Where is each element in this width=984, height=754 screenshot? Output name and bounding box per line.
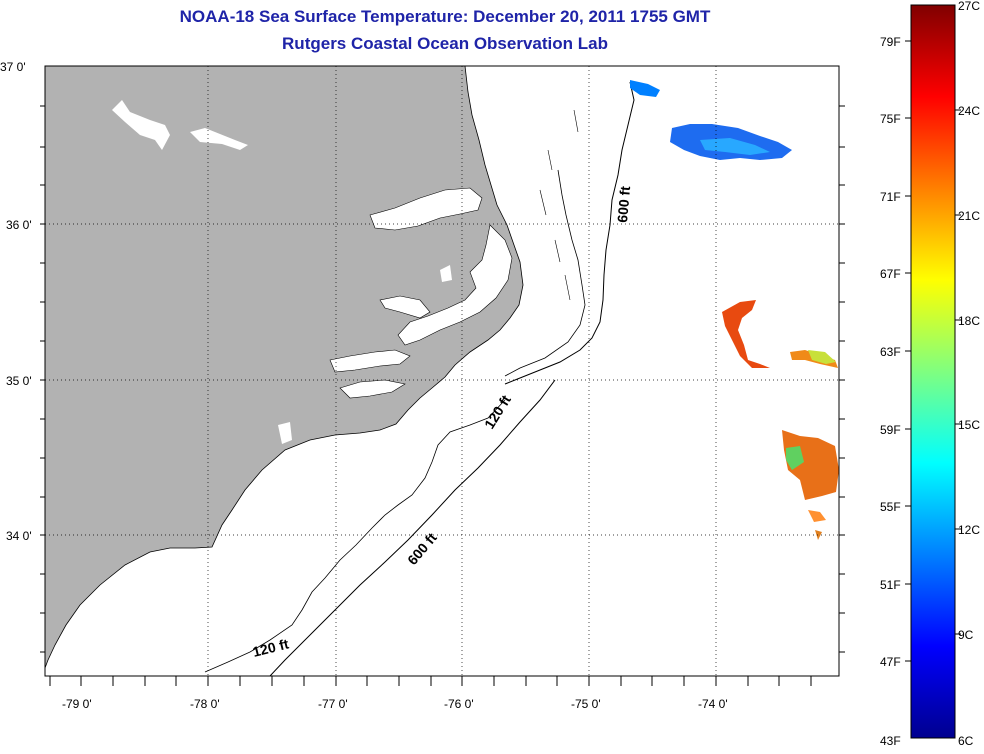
contour-120ft-north bbox=[504, 169, 586, 377]
inland-lake-1 bbox=[112, 100, 170, 150]
bogue-sound bbox=[339, 379, 406, 399]
colorbar-c-6: 6C bbox=[958, 734, 974, 748]
pamlico-river bbox=[379, 295, 431, 319]
colorbar-c-9: 9C bbox=[958, 628, 974, 642]
contour-label-600ft-north: 600 ft bbox=[614, 185, 633, 223]
lon-label-76: -76 0' bbox=[444, 697, 474, 711]
contour-120ft-south bbox=[204, 399, 506, 673]
axis-ticks bbox=[40, 105, 845, 686]
sst-patch-mid bbox=[722, 300, 838, 368]
colorbar-c-24: 24C bbox=[958, 104, 980, 118]
lat-label-34: 34 0' bbox=[6, 529, 32, 543]
colorbar-c-27: 27C bbox=[958, 0, 980, 13]
inland-lake-3 bbox=[278, 422, 292, 444]
lat-label-36: 36 0' bbox=[6, 218, 32, 232]
shoal-lines bbox=[539, 109, 579, 301]
chart-subtitle: Rutgers Coastal Ocean Observation Lab bbox=[282, 34, 608, 53]
lon-label-79: -79 0' bbox=[62, 697, 92, 711]
colorbar-f-75: 75F bbox=[880, 112, 901, 126]
color-scale-bar bbox=[905, 4, 961, 739]
lat-label-35: 35 0' bbox=[6, 374, 32, 388]
sst-patch-south bbox=[782, 430, 839, 540]
inland-lake-2 bbox=[190, 128, 248, 150]
albemarle-sound bbox=[369, 187, 483, 231]
lon-label-74: -74 0' bbox=[698, 697, 728, 711]
neuse-river bbox=[329, 349, 411, 373]
colorbar-f-67: 67F bbox=[880, 267, 901, 281]
pamlico-sound bbox=[397, 224, 513, 346]
colorbar-f-79: 79F bbox=[880, 35, 901, 49]
colorbar-f-63: 63F bbox=[880, 345, 901, 359]
colorbar-f-71: 71F bbox=[880, 190, 901, 204]
lat-label-37: 37 0' bbox=[0, 60, 26, 74]
colorbar-c-18: 18C bbox=[958, 314, 980, 328]
inland-lake-4 bbox=[440, 265, 452, 282]
colorbar-f-43: 43F bbox=[880, 734, 901, 748]
lon-label-77: -77 0' bbox=[318, 697, 348, 711]
colorbar-f-51: 51F bbox=[880, 578, 901, 592]
colorbar-c-12: 12C bbox=[958, 523, 980, 537]
colorbar-f-47: 47F bbox=[880, 655, 901, 669]
lon-label-75: -75 0' bbox=[571, 697, 601, 711]
colorbar-c-21: 21C bbox=[958, 209, 980, 223]
sst-patch-north bbox=[630, 80, 792, 160]
contour-600ft-north bbox=[504, 81, 635, 385]
lon-label-78: -78 0' bbox=[190, 697, 220, 711]
colorbar-f-59: 59F bbox=[880, 423, 901, 437]
graticule bbox=[45, 66, 839, 676]
colorbar-c-15: 15C bbox=[958, 418, 980, 432]
contour-600ft-south bbox=[269, 379, 556, 676]
colorbar-f-55: 55F bbox=[880, 500, 901, 514]
chart-title: NOAA-18 Sea Surface Temperature: Decembe… bbox=[179, 7, 711, 26]
